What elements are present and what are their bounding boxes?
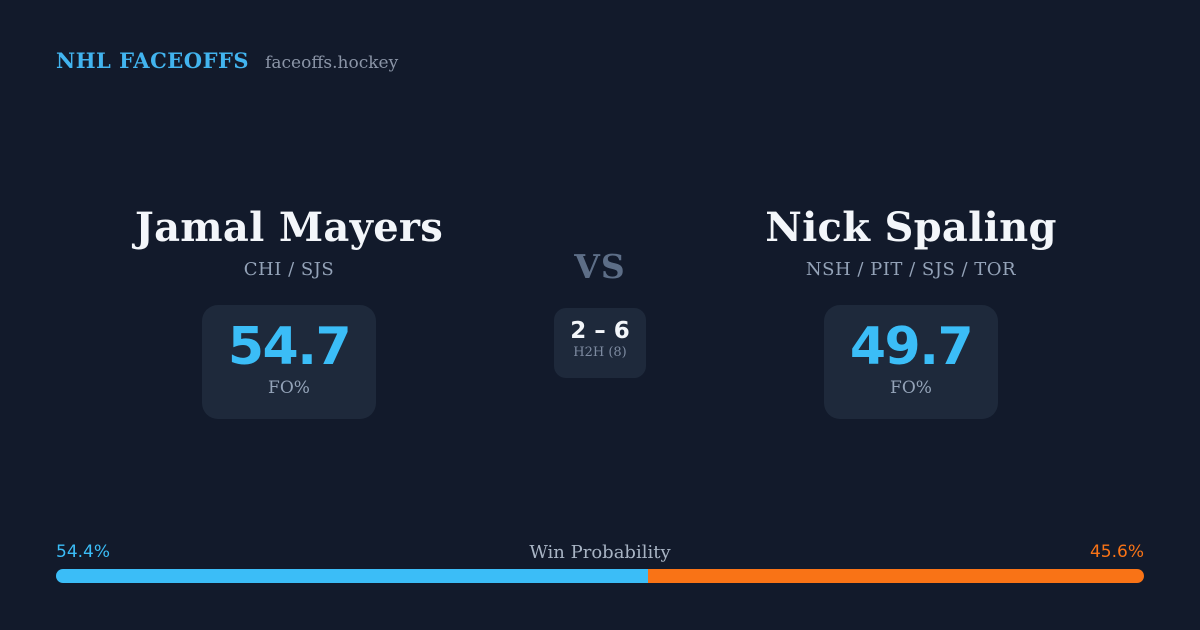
win-probability-title: Win Probability <box>529 542 671 563</box>
left-player-teams: CHI / SJS <box>243 259 335 280</box>
right-stat-value: 49.7 <box>849 317 974 377</box>
win-bar-left-segment <box>56 569 648 583</box>
brand-title: NHL FACEOFFS <box>56 48 250 73</box>
left-player-name: Jamal Mayers <box>134 204 444 251</box>
site-url: faceoffs.hockey <box>265 53 399 73</box>
left-stat-label: FO% <box>268 378 310 398</box>
win-bar-right-segment <box>647 569 1144 583</box>
left-player-section: Jamal Mayers CHI / SJS 54.7 FO% <box>69 205 509 419</box>
win-probability-labels: 54.4% Win Probability 45.6% <box>56 542 1144 564</box>
vs-section: VS 2 – 6 H2H (8) <box>500 249 700 378</box>
left-win-probability: 54.4% <box>56 542 111 562</box>
left-stat-value: 54.7 <box>227 317 352 377</box>
left-stat-card: 54.7 FO% <box>202 305 376 419</box>
h2h-label: H2H (8) <box>573 345 627 360</box>
right-player-teams: NSH / PIT / SJS / TOR <box>805 259 1017 280</box>
right-player-name: Nick Spaling <box>765 204 1057 251</box>
vs-label: VS <box>574 247 626 286</box>
right-stat-label: FO% <box>890 378 932 398</box>
right-stat-card: 49.7 FO% <box>824 305 998 419</box>
right-win-probability: 45.6% <box>1089 542 1144 562</box>
header: NHL FACEOFFS faceoffs.hockey <box>56 48 398 73</box>
h2h-card: 2 – 6 H2H (8) <box>554 308 646 378</box>
right-player-section: Nick Spaling NSH / PIT / SJS / TOR 49.7 … <box>691 205 1131 419</box>
win-probability-bar <box>56 569 1144 583</box>
h2h-score: 2 – 6 <box>570 318 630 344</box>
